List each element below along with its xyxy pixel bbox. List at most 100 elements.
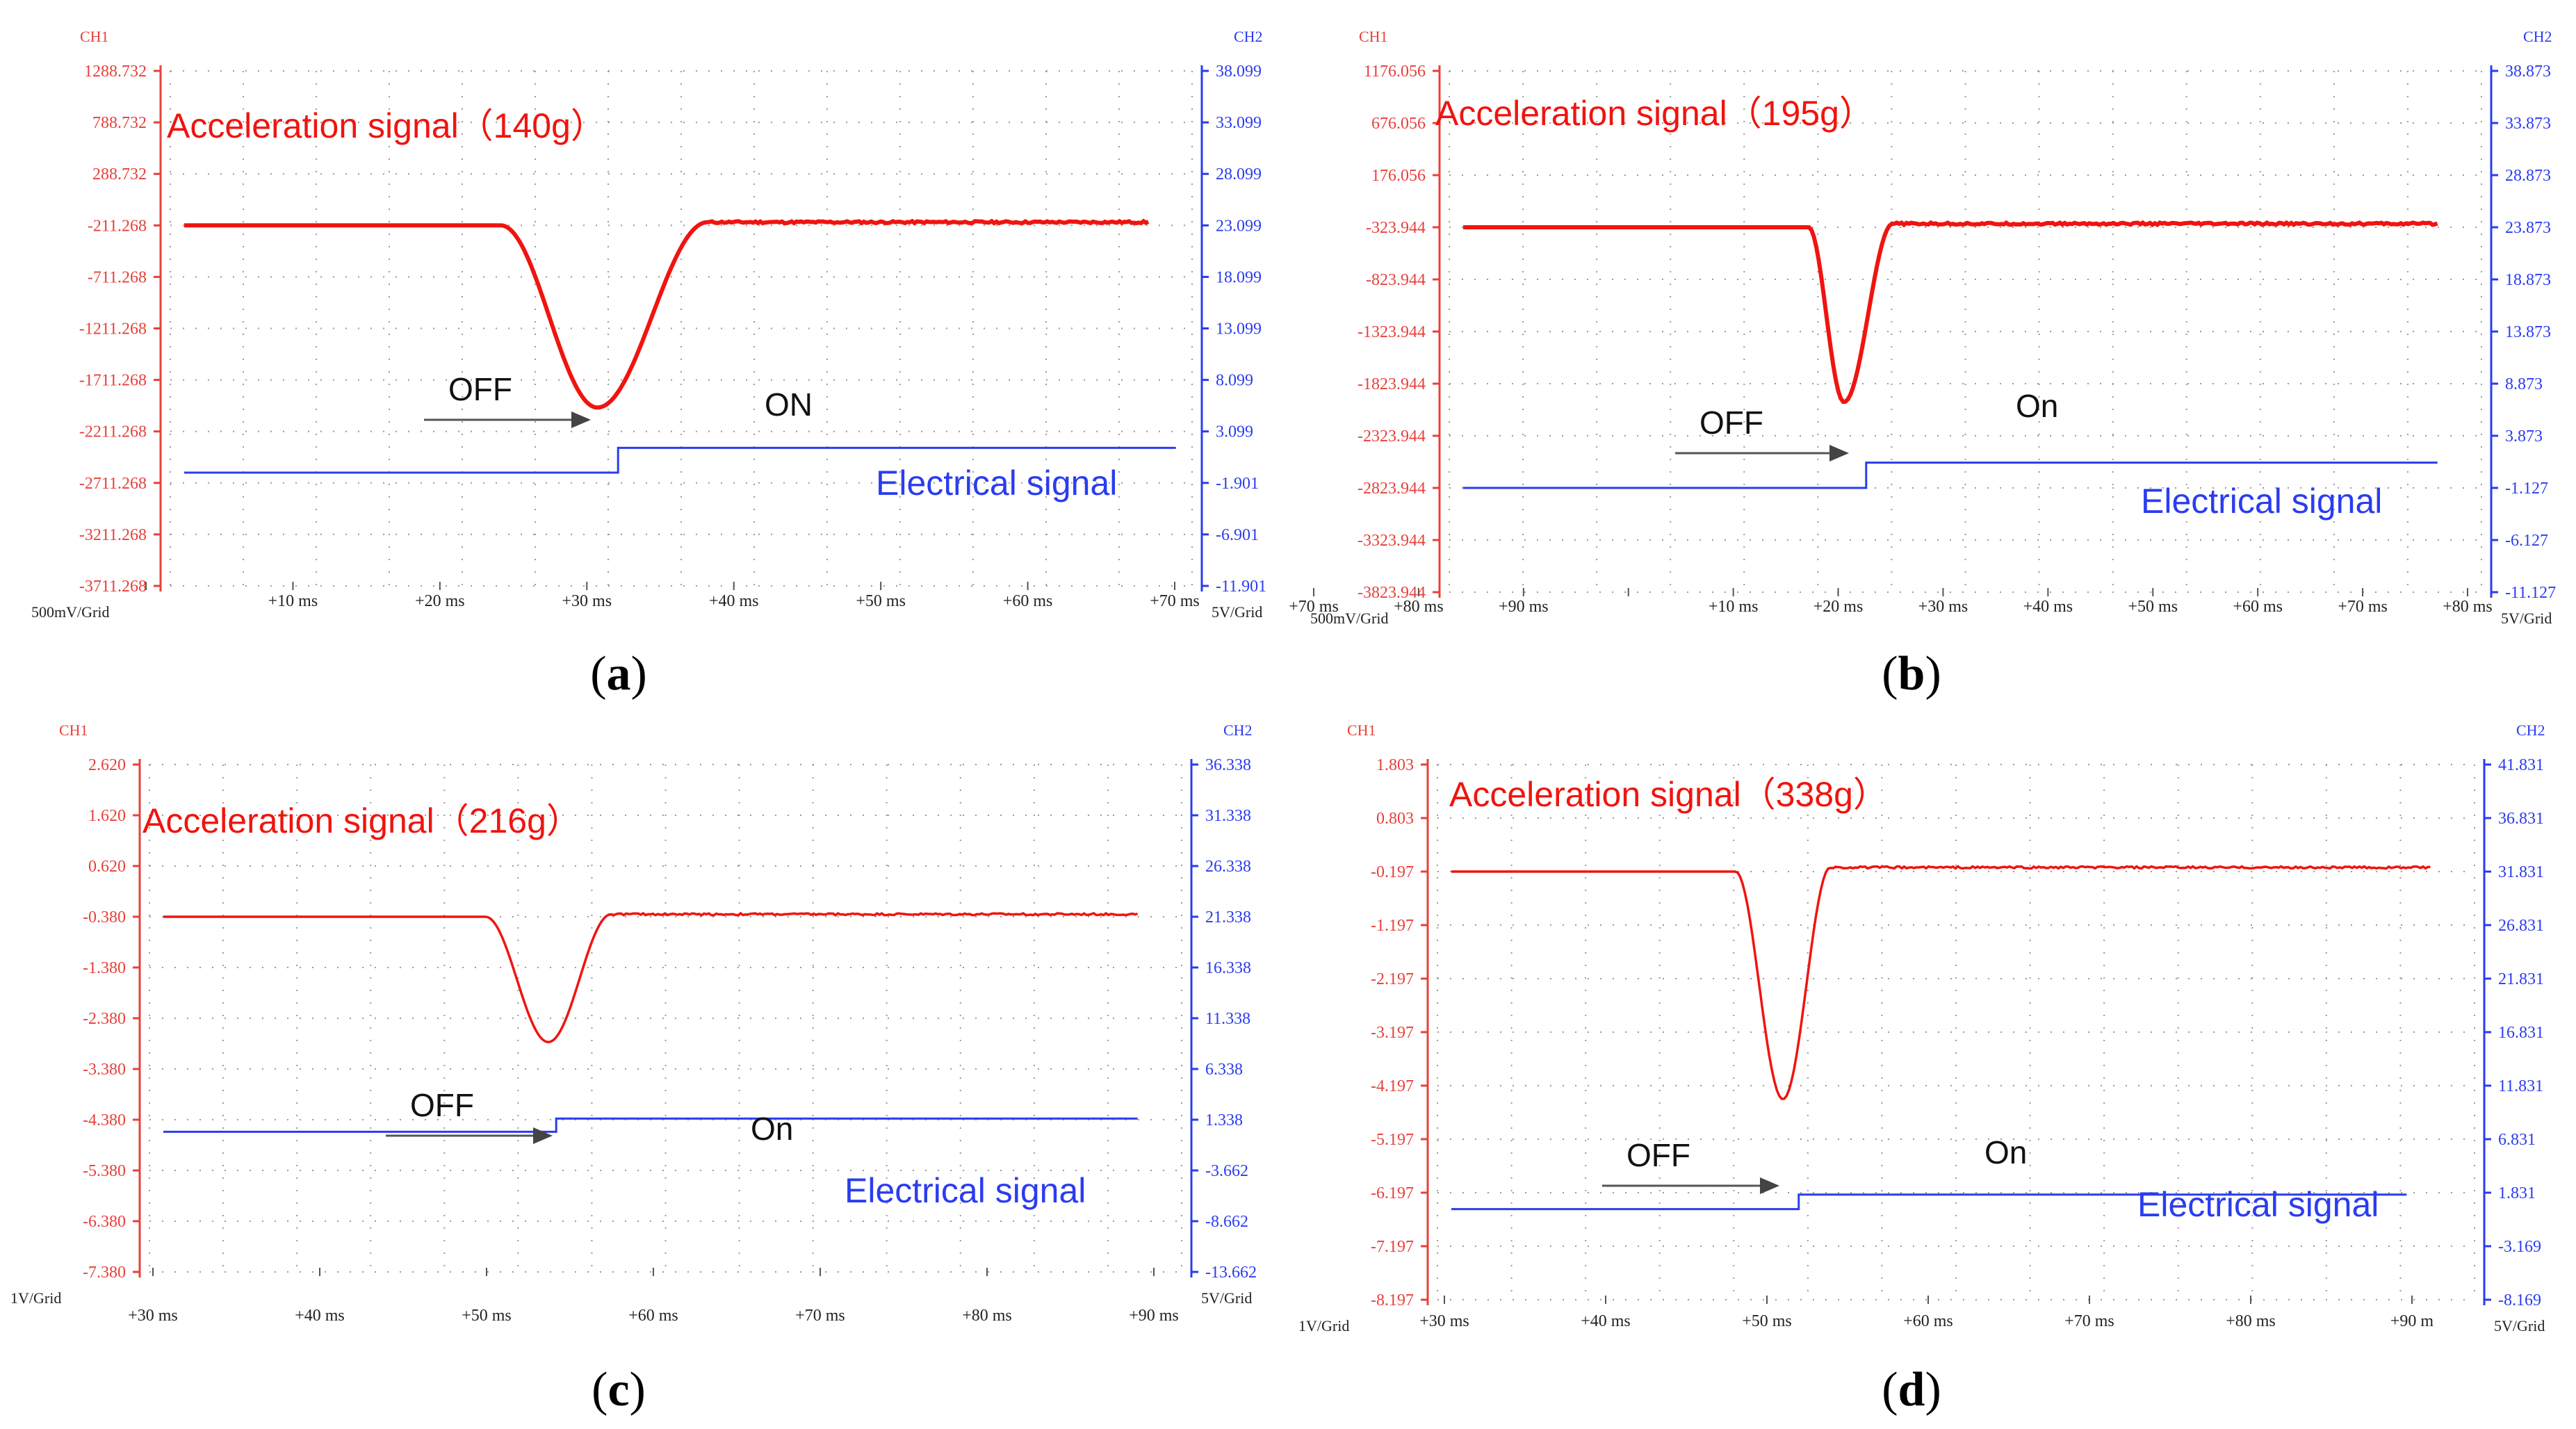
x-tick-label: +90 m — [2390, 1312, 2434, 1330]
ch2-scale: 5V/Grid — [2494, 1317, 2545, 1334]
ch1-tick-label: -1211.268 — [79, 320, 147, 338]
ch1-tick-label: -4.380 — [83, 1111, 126, 1129]
acceleration-label: Acceleration signal（338g） — [1449, 775, 1888, 814]
ch1-tick-label: -4.197 — [1371, 1077, 1414, 1095]
ch1-tick-label: -3.380 — [83, 1061, 126, 1079]
caption-d: (d) — [1882, 1363, 1941, 1416]
off-label: OFF — [1627, 1137, 1690, 1173]
x-tick-label: +50 ms — [1742, 1312, 1792, 1330]
x-tick-label: +70 ms — [795, 1307, 845, 1325]
caption-a-letter: a — [606, 647, 631, 701]
caption-a: (a) — [590, 647, 647, 701]
x-tick-label: +40 ms — [709, 592, 759, 610]
acceleration-trace — [163, 911, 1139, 1044]
x-tick-label: +20 ms — [1813, 598, 1864, 616]
ch2-tick-label: 3.099 — [1216, 423, 1253, 441]
acceleration-label: Acceleration signal（140g） — [167, 106, 605, 145]
x-tick-label: +10 ms — [1709, 598, 1759, 616]
ch2-tick-label: 11.338 — [1205, 1010, 1250, 1028]
ch2-tick-label: -6.127 — [2505, 532, 2548, 550]
panel-a: CH1 1288.732 788.732 288.732 -211.268 -711.26… — [0, 0, 1286, 667]
x-tick-label: +70 ms — [1289, 598, 1339, 616]
ch2-tick-label: 38.873 — [2505, 63, 2551, 81]
chart-a: CH1 1288.732 788.732 288.732 -211.268 -711.26… — [31, 28, 1266, 621]
ch1-tick-label: -5.197 — [1371, 1131, 1414, 1149]
grid — [1437, 764, 2475, 1300]
ch1-tick-label: 676.056 — [1371, 115, 1426, 133]
x-tick-label: +80 ms — [2443, 598, 2493, 616]
ch1-tick-label: -7.380 — [83, 1264, 126, 1282]
x-tick-label: +50 ms — [462, 1307, 512, 1325]
ch2-tick-label: 21.338 — [1205, 908, 1251, 926]
electrical-trace — [1463, 462, 2438, 489]
ch2-tick-label: -13.662 — [1205, 1264, 1257, 1282]
on-label: On — [2016, 388, 2058, 424]
on-label: On — [1984, 1134, 2027, 1170]
electrical-label: Electrical signal — [876, 464, 1117, 503]
ch2-tick-label: 3.873 — [2505, 427, 2543, 446]
ch2-tick-label: -8.662 — [1205, 1213, 1248, 1231]
ch2-tick-label: 18.873 — [2505, 271, 2551, 289]
acceleration-trace — [1463, 220, 2438, 405]
x-tick-label: +70 ms — [2064, 1312, 2114, 1330]
ch2-tick-label: -11.127 — [2505, 584, 2556, 602]
ch1-tick-label: -6.380 — [83, 1213, 126, 1231]
ch1-tick-label: -2323.944 — [1358, 427, 1426, 446]
x-tick-label: +60 ms — [628, 1307, 678, 1325]
ch2-tick-label: 16.338 — [1205, 959, 1251, 977]
ch1-tick-label: -2211.268 — [79, 423, 147, 441]
x-tick-label: +30 ms — [1918, 598, 1968, 616]
grid — [170, 70, 1193, 587]
ch2-tick-label: 8.099 — [1216, 372, 1253, 390]
ch2-tick-label: 13.099 — [1216, 320, 1262, 338]
ch2-tick-label: 26.338 — [1205, 858, 1251, 876]
ch1-tick-label: -1323.944 — [1358, 323, 1426, 341]
x-tick-label: +20 ms — [415, 592, 465, 610]
ch1-tick-label: -711.268 — [88, 268, 147, 286]
ch2-tick-label: 11.831 — [2498, 1077, 2543, 1095]
electrical-label: Electrical signal — [2137, 1185, 2379, 1224]
x-tick-label: +40 ms — [2023, 598, 2073, 616]
ch1-title: CH1 — [1359, 28, 1388, 45]
caption-b-letter: b — [1898, 647, 1925, 701]
panel-d: CH1 1.803 0.803 -0.197 -1.197 -2.197 -3.197 -4.… — [1298, 716, 2576, 1376]
ch2-tick-label: -3.662 — [1205, 1162, 1248, 1180]
ch2-scale: 5V/Grid — [1201, 1289, 1252, 1307]
ch2-tick-label: 41.831 — [2498, 756, 2544, 774]
x-tick-label: +50 ms — [856, 592, 906, 610]
ch2-tick-label: 13.873 — [2505, 323, 2551, 341]
ch1-scale: 1V/Grid — [1298, 1317, 1349, 1334]
ch1-tick-label: -3711.268 — [79, 578, 147, 596]
ch2-title: CH2 — [2516, 721, 2545, 739]
ch2-tick-label: 38.099 — [1216, 63, 1262, 81]
ch1-tick-label: 1176.056 — [1364, 63, 1426, 81]
ch2-tick-label: -1.901 — [1216, 475, 1259, 493]
x-tick-label: +70 ms — [2338, 598, 2388, 616]
ch2-tick-label: -1.127 — [2505, 480, 2548, 498]
ch1-tick-label: -3823.944 — [1358, 584, 1426, 602]
x-tick-label: +60 ms — [1903, 1312, 1953, 1330]
ch2-tick-label: 31.338 — [1205, 807, 1251, 825]
x-tick-label: +90 ms — [1129, 1307, 1179, 1325]
ch2-tick-label: -6.901 — [1216, 526, 1259, 544]
ch2-tick-label: 21.831 — [2498, 970, 2544, 988]
ch1-tick-label: 176.056 — [1371, 167, 1426, 185]
x-tick-label: +90 ms — [1499, 598, 1549, 616]
ch1-tick-label: 1.620 — [88, 807, 126, 825]
off-arrow-head — [1760, 1177, 1779, 1194]
ch1-tick-label: -3.197 — [1371, 1024, 1414, 1042]
ch1-tick-label: 0.620 — [88, 858, 126, 876]
ch1-tick-label: -3323.944 — [1358, 532, 1426, 550]
ch2-tick-label: 1.831 — [2498, 1184, 2536, 1202]
ch1-tick-label: -6.197 — [1371, 1184, 1414, 1202]
ch2-tick-label: 26.831 — [2498, 917, 2544, 935]
acceleration-trace — [184, 218, 1150, 410]
ch2-tick-label: 8.873 — [2505, 375, 2543, 393]
ch1-title: CH1 — [1347, 721, 1376, 739]
ch2-tick-label: 23.873 — [2505, 219, 2551, 237]
electrical-trace — [184, 446, 1176, 474]
off-label: OFF — [410, 1087, 474, 1123]
electrical-label: Electrical signal — [845, 1171, 1086, 1210]
ch2-tick-label: 36.338 — [1205, 756, 1251, 774]
